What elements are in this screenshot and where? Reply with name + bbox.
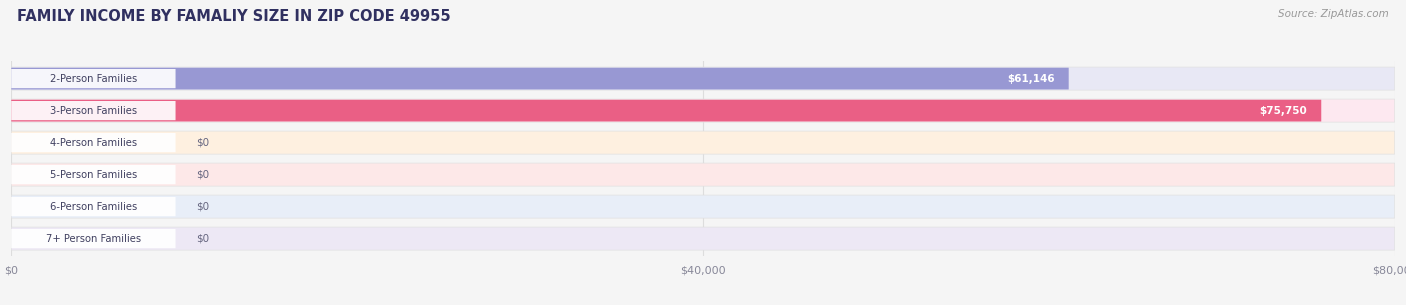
FancyBboxPatch shape: [11, 131, 1395, 154]
FancyBboxPatch shape: [11, 227, 1395, 250]
Text: 3-Person Families: 3-Person Families: [49, 106, 136, 116]
Text: $0: $0: [197, 234, 209, 244]
FancyBboxPatch shape: [11, 101, 176, 120]
FancyBboxPatch shape: [11, 195, 1395, 218]
Text: 6-Person Families: 6-Person Families: [49, 202, 136, 212]
Text: 2-Person Families: 2-Person Families: [49, 74, 136, 84]
Text: $0: $0: [197, 170, 209, 180]
FancyBboxPatch shape: [11, 197, 176, 216]
Text: Source: ZipAtlas.com: Source: ZipAtlas.com: [1278, 9, 1389, 19]
FancyBboxPatch shape: [11, 163, 1395, 186]
FancyBboxPatch shape: [11, 99, 1395, 122]
Text: FAMILY INCOME BY FAMALIY SIZE IN ZIP CODE 49955: FAMILY INCOME BY FAMALIY SIZE IN ZIP COD…: [17, 9, 450, 24]
FancyBboxPatch shape: [11, 67, 1395, 90]
FancyBboxPatch shape: [11, 229, 176, 248]
Text: $61,146: $61,146: [1007, 74, 1054, 84]
FancyBboxPatch shape: [11, 100, 1322, 121]
Text: $0: $0: [197, 202, 209, 212]
FancyBboxPatch shape: [11, 133, 176, 152]
Text: $0: $0: [197, 138, 209, 148]
Text: 4-Person Families: 4-Person Families: [49, 138, 136, 148]
Text: 7+ Person Families: 7+ Person Families: [46, 234, 141, 244]
FancyBboxPatch shape: [11, 68, 1069, 89]
Text: 5-Person Families: 5-Person Families: [49, 170, 136, 180]
Text: $75,750: $75,750: [1260, 106, 1308, 116]
FancyBboxPatch shape: [11, 69, 176, 88]
FancyBboxPatch shape: [11, 165, 176, 184]
